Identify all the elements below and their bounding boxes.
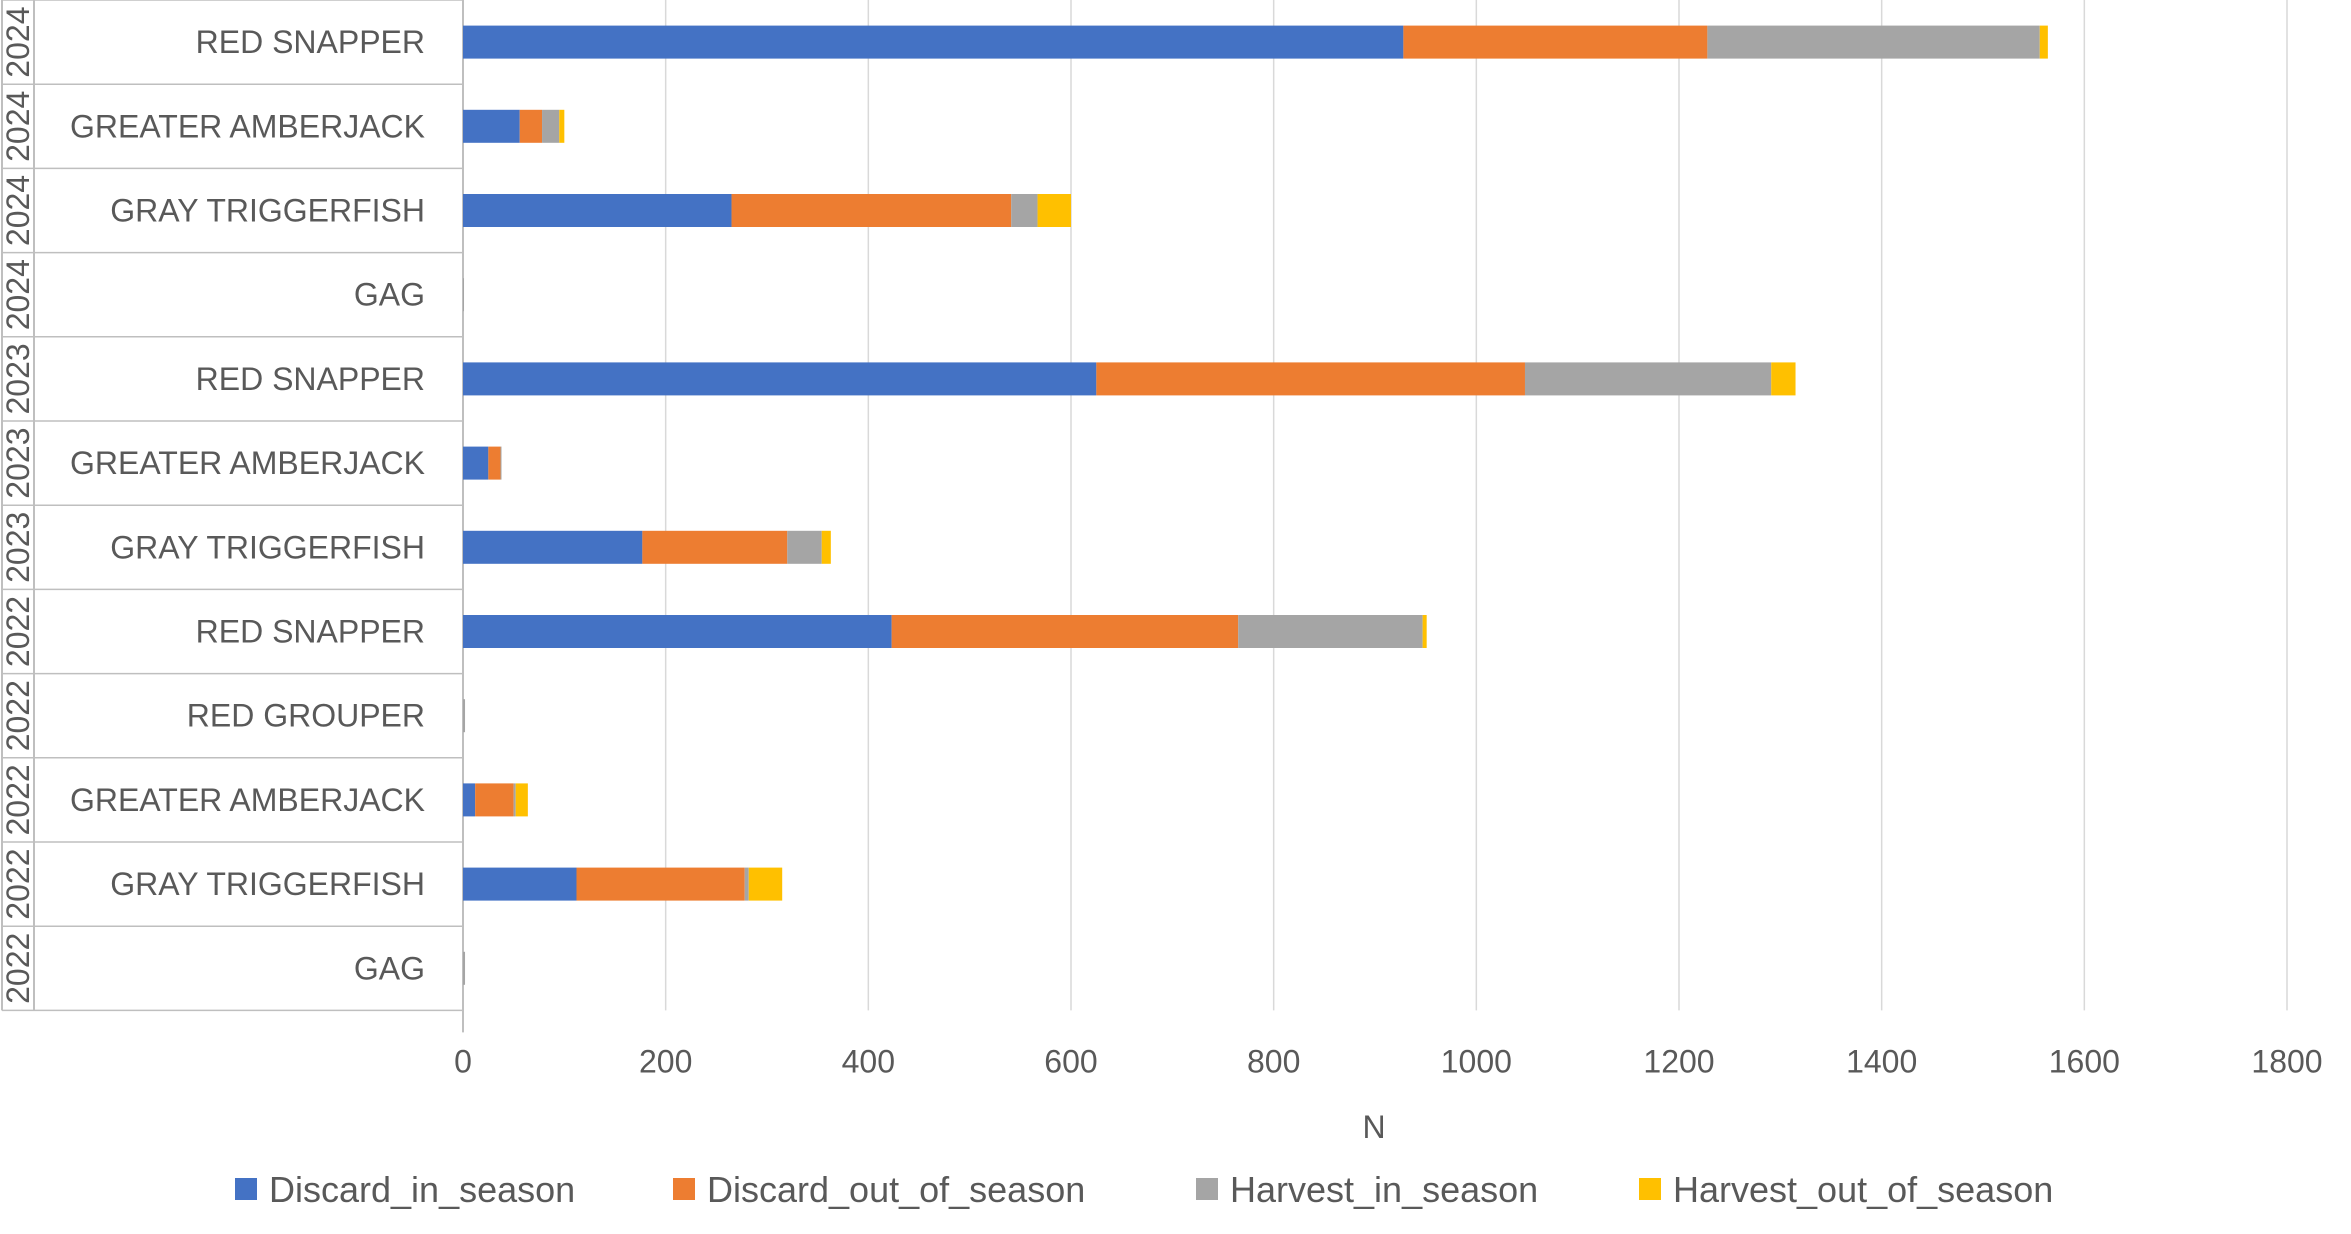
- x-tick-label: 800: [1247, 1043, 1300, 1079]
- category-label-year: 2023: [0, 428, 36, 499]
- category-label-species: GRAY TRIGGERFISH: [110, 529, 425, 565]
- bar-segment-discard-in-season: [463, 194, 732, 227]
- category-label-species: RED SNAPPER: [196, 361, 425, 397]
- category-axis-frame: [1, 0, 464, 1033]
- legend-swatch: [1196, 1178, 1218, 1200]
- bar-segment-harvest-out-of-season: [1771, 362, 1796, 396]
- bar-segment-discard-out-of-season: [576, 867, 745, 901]
- x-tick-label: 400: [842, 1043, 895, 1079]
- category-label-species: GAG: [354, 950, 425, 986]
- category-labels: RED SNAPPER 2024 GREATER AMBERJACK 2024 GRAY…: [0, 7, 425, 1004]
- category-label-year: 2022: [0, 849, 36, 920]
- legend-swatch: [235, 1178, 257, 1200]
- category-label-year: 2022: [0, 764, 36, 835]
- legend-label: Harvest_in_season: [1230, 1169, 1538, 1210]
- category-label-year: 2024: [0, 7, 36, 78]
- category-label-year: 2023: [0, 512, 36, 583]
- category-label-year: 2024: [0, 91, 36, 162]
- bar-segment-discard-in-season: [463, 783, 476, 817]
- bar-segment-harvest-in-season: [1707, 25, 2040, 59]
- bar-segment-harvest-in-season: [542, 109, 560, 143]
- legend-label: Harvest_out_of_season: [1673, 1169, 2053, 1210]
- bar-segment-harvest-out-of-season: [515, 783, 528, 817]
- bar-segment-harvest-in-season: [500, 446, 502, 480]
- bar-segment-harvest-in-season: [744, 867, 749, 901]
- bar-segment-discard-out-of-season: [731, 194, 1012, 227]
- bar-segment-harvest-out-of-season: [1037, 194, 1071, 227]
- category-label-species: GRAY TRIGGERFISH: [110, 193, 425, 229]
- bar-segment-harvest-out-of-season: [1422, 615, 1427, 648]
- category-label-year: 2022: [0, 933, 36, 1004]
- category-label-year: 2024: [0, 259, 36, 330]
- category-label-species: RED SNAPPER: [196, 24, 425, 60]
- category-label-year: 2022: [0, 596, 36, 667]
- legend-swatch: [1639, 1178, 1661, 1200]
- category-label-year: 2023: [0, 343, 36, 414]
- bar-segment-discard-in-season: [463, 446, 489, 480]
- x-tick-label: 200: [639, 1043, 692, 1079]
- bar-segment-discard-in-season: [463, 362, 1097, 396]
- category-label-species: GRAY TRIGGERFISH: [110, 866, 425, 902]
- category-label-species: RED SNAPPER: [196, 614, 425, 650]
- x-axis-ticks: 0 200 400 600 800 1000 1200 1400 1600 1800: [454, 1043, 2322, 1079]
- bar-segment-harvest-in-season: [1524, 362, 1772, 396]
- category-label-species: GREATER AMBERJACK: [70, 108, 425, 144]
- bar-segment-harvest-out-of-season: [748, 867, 783, 901]
- legend: Discard_in_season Discard_out_of_season Ha…: [235, 1169, 2053, 1210]
- category-label-species: GREATER AMBERJACK: [70, 782, 425, 818]
- gridlines: [664, 0, 2288, 1011]
- bars: [463, 25, 2048, 985]
- bar-segment-discard-in-season: [463, 530, 643, 564]
- x-tick-label: 600: [1044, 1043, 1097, 1079]
- legend-label: Discard_in_season: [269, 1169, 575, 1210]
- bar-segment-harvest-in-season: [1238, 615, 1423, 648]
- bar-segment-discard-in-season: [463, 109, 520, 143]
- bar-segment-discard-out-of-season: [1403, 25, 1708, 59]
- category-label-year: 2022: [0, 680, 36, 751]
- bar-segment-harvest-in-season: [787, 530, 822, 564]
- x-tick-label: 0: [454, 1043, 472, 1079]
- bar-segment-harvest-in-season: [513, 783, 516, 817]
- category-label-species: GREATER AMBERJACK: [70, 445, 425, 481]
- bar-segment-discard-out-of-season: [519, 109, 543, 143]
- legend-label: Discard_out_of_season: [707, 1169, 1085, 1210]
- bar-segment-discard-out-of-season: [642, 530, 788, 564]
- bar-segment-discard-in-season: [463, 25, 1404, 59]
- bar-segment-harvest-in-season: [463, 699, 466, 733]
- bar-segment-discard-out-of-season: [891, 615, 1239, 648]
- bar-segment-discard-out-of-season: [1096, 362, 1525, 396]
- bar-segment-harvest-out-of-season: [2039, 25, 2048, 59]
- x-tick-label: 1400: [1846, 1043, 1917, 1079]
- bar-segment-harvest-in-season: [463, 951, 466, 985]
- bar-segment-harvest-out-of-season: [559, 109, 565, 143]
- x-tick-label: 1000: [1441, 1043, 1512, 1079]
- bar-segment-harvest-in-season: [463, 278, 465, 312]
- bar-segment-discard-in-season: [463, 615, 892, 648]
- category-label-species: RED GROUPER: [187, 698, 425, 734]
- bar-segment-discard-out-of-season: [475, 783, 514, 817]
- x-tick-label: 1200: [1643, 1043, 1714, 1079]
- category-label-species: GAG: [354, 277, 425, 313]
- bar-segment-discard-in-season: [463, 867, 577, 901]
- category-label-year: 2024: [0, 175, 36, 246]
- x-tick-label: 1600: [2049, 1043, 2120, 1079]
- x-tick-label: 1800: [2251, 1043, 2322, 1079]
- x-axis-title: N: [1362, 1109, 1385, 1145]
- bar-segment-discard-out-of-season: [488, 446, 501, 480]
- bar-segment-harvest-out-of-season: [821, 530, 831, 564]
- bar-segment-harvest-in-season: [1011, 194, 1038, 227]
- legend-swatch: [673, 1178, 695, 1200]
